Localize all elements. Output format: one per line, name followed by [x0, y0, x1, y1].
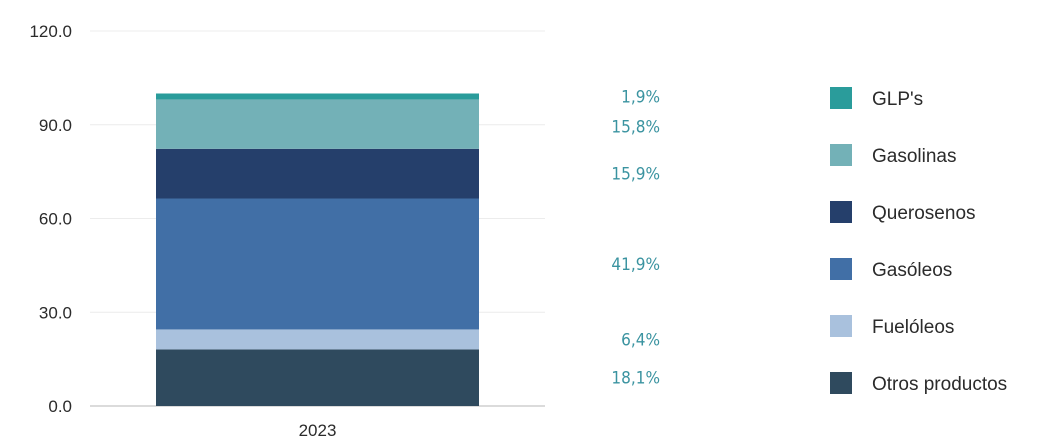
legend-swatch — [830, 87, 852, 109]
percentage-label: 15,8% — [611, 117, 660, 137]
legend-swatch — [830, 201, 852, 223]
y-tick-label: 120.0 — [29, 22, 72, 41]
legend-label: Gasolinas — [872, 146, 957, 167]
legend-label: Gasóleos — [872, 260, 952, 281]
bars — [156, 93, 479, 406]
x-tick-label: 2023 — [299, 421, 337, 440]
legend-swatch — [830, 144, 852, 166]
percentage-label: 1,9% — [621, 87, 660, 107]
bar-segment — [156, 99, 479, 149]
percentage-label: 18,1% — [611, 369, 660, 389]
y-tick-label: 30.0 — [39, 303, 72, 322]
legend-label: Querosenos — [872, 203, 976, 224]
legend-swatch — [830, 372, 852, 394]
bar-segment — [156, 329, 479, 350]
y-tick-label: 60.0 — [39, 210, 72, 229]
percentage-labels: 18,1% 6,4% 41,9% 15,9% 15,8% 1,9% — [611, 87, 660, 388]
bar-segment — [156, 349, 479, 406]
legend: GLP's Gasolinas Querosenos Gasóleos Fuelóleo… — [830, 87, 1007, 395]
percentage-label: 41,9% — [611, 255, 660, 275]
legend-swatch — [830, 315, 852, 337]
legend-label: Otros productos — [872, 374, 1007, 395]
bar-segment — [156, 198, 479, 330]
legend-swatch — [830, 258, 852, 280]
x-axis: 2023 — [299, 421, 337, 440]
y-tick-label: 90.0 — [39, 116, 72, 135]
bar-segment — [156, 148, 479, 199]
legend-label: GLP's — [872, 89, 923, 110]
legend-label: Fuelóleos — [872, 317, 954, 338]
y-axis: 0.0 30.0 60.0 90.0 120.0 — [29, 22, 72, 416]
bar-segment — [156, 93, 479, 100]
percentage-label: 15,9% — [611, 165, 660, 185]
y-tick-label: 0.0 — [48, 397, 72, 416]
percentage-label: 6,4% — [621, 330, 660, 350]
